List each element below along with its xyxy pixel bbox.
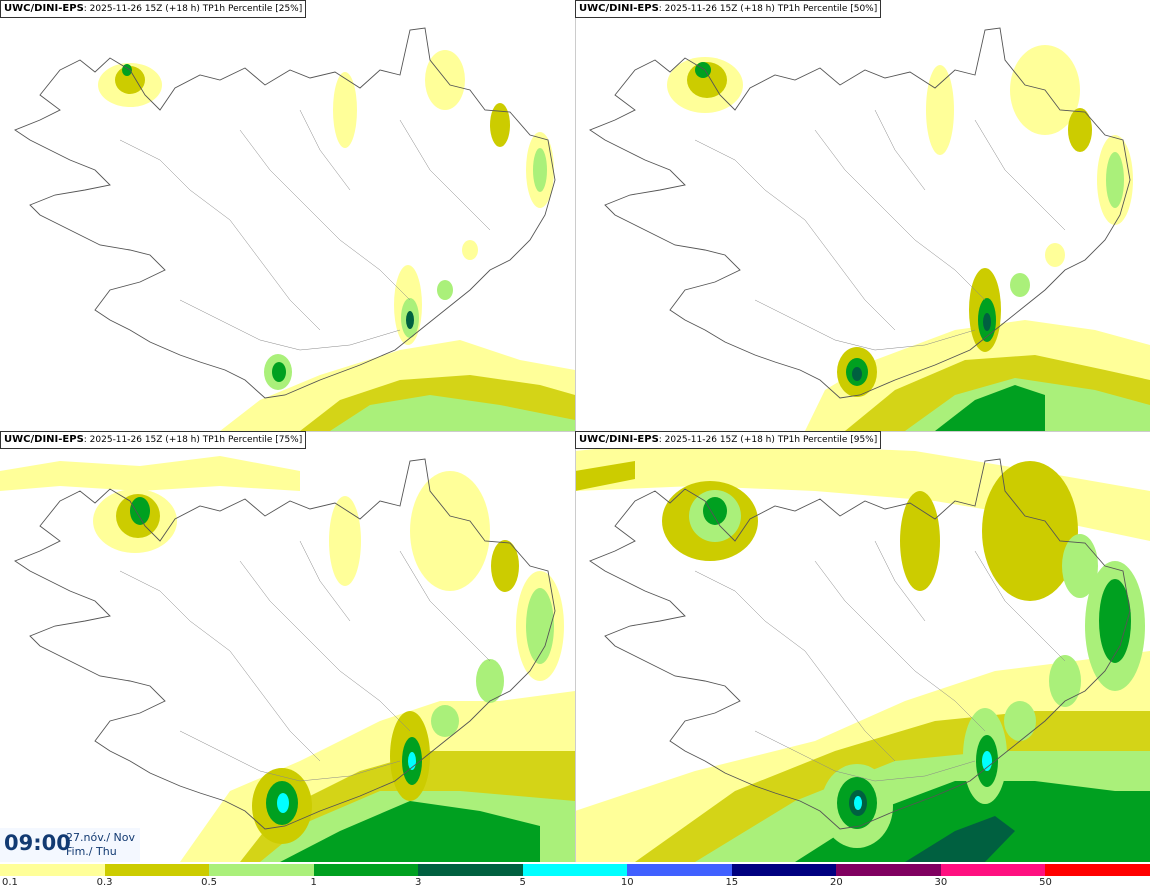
legend-swatch: [731, 864, 837, 876]
legend-swatch: [209, 864, 315, 876]
legend-tick-label: 3: [414, 877, 422, 888]
precip-map-p50: [575, 0, 1150, 431]
legend-tick-label: 5: [519, 877, 526, 888]
legend-swatch: [313, 864, 419, 876]
map-panel-p25: UWC/DINI-EPS: 2025-11-26 15Z (+18 h) TP1…: [0, 0, 575, 431]
legend-swatch: [940, 864, 1046, 876]
legend-swatch: [0, 864, 106, 876]
legend-swatch: [522, 864, 628, 876]
legend-swatch: [627, 864, 733, 876]
valid-date: 27.nóv./ Nov: [66, 831, 136, 844]
panel-title: UWC/DINI-EPS: 2025-11-26 15Z (+18 h) TP1…: [575, 431, 882, 449]
legend-tick-label: 20: [829, 877, 843, 888]
valid-weekday: Fim./ Thu: [66, 845, 117, 858]
legend-tick-label: 0.3: [96, 877, 113, 888]
map-panel-p95: UWC/DINI-EPS: 2025-11-26 15Z (+18 h) TP1…: [575, 431, 1150, 862]
legend-swatch: [1045, 864, 1150, 876]
panel-title: UWC/DINI-EPS: 2025-11-26 15Z (+18 h) TP1…: [0, 431, 307, 449]
legend-tick-label: 0.5: [201, 877, 218, 888]
valid-time-box: 09:00 27.nóv./ Nov Fim./ Thu: [0, 828, 140, 862]
precip-map-p75: [0, 431, 575, 862]
panel-title: UWC/DINI-EPS: 2025-11-26 15Z (+18 h) TP1…: [575, 0, 882, 18]
precip-map-p95: [575, 431, 1150, 862]
panel-title: UWC/DINI-EPS: 2025-11-26 15Z (+18 h) TP1…: [0, 0, 307, 18]
precip-map-p25: [0, 0, 575, 431]
color-legend: 0.1 0.3 0.5 1 3 5 10 15 20 30 50: [0, 862, 1150, 891]
valid-time: 09:00: [4, 831, 71, 855]
legend-swatch: [104, 864, 210, 876]
legend-swatch: [836, 864, 942, 876]
legend-tick-label: 30: [934, 877, 948, 888]
legend-tick-label: 0.1: [2, 877, 18, 888]
legend-tick-label: 50: [1039, 877, 1052, 888]
legend-tick-label: 1: [310, 877, 317, 888]
legend-tick-label: 15: [725, 877, 739, 888]
legend-swatch: [418, 864, 524, 876]
map-panel-p50: UWC/DINI-EPS: 2025-11-26 15Z (+18 h) TP1…: [575, 0, 1150, 431]
legend-tick-label: 10: [620, 877, 634, 888]
map-panel-p75: UWC/DINI-EPS: 2025-11-26 15Z (+18 h) TP1…: [0, 431, 575, 862]
